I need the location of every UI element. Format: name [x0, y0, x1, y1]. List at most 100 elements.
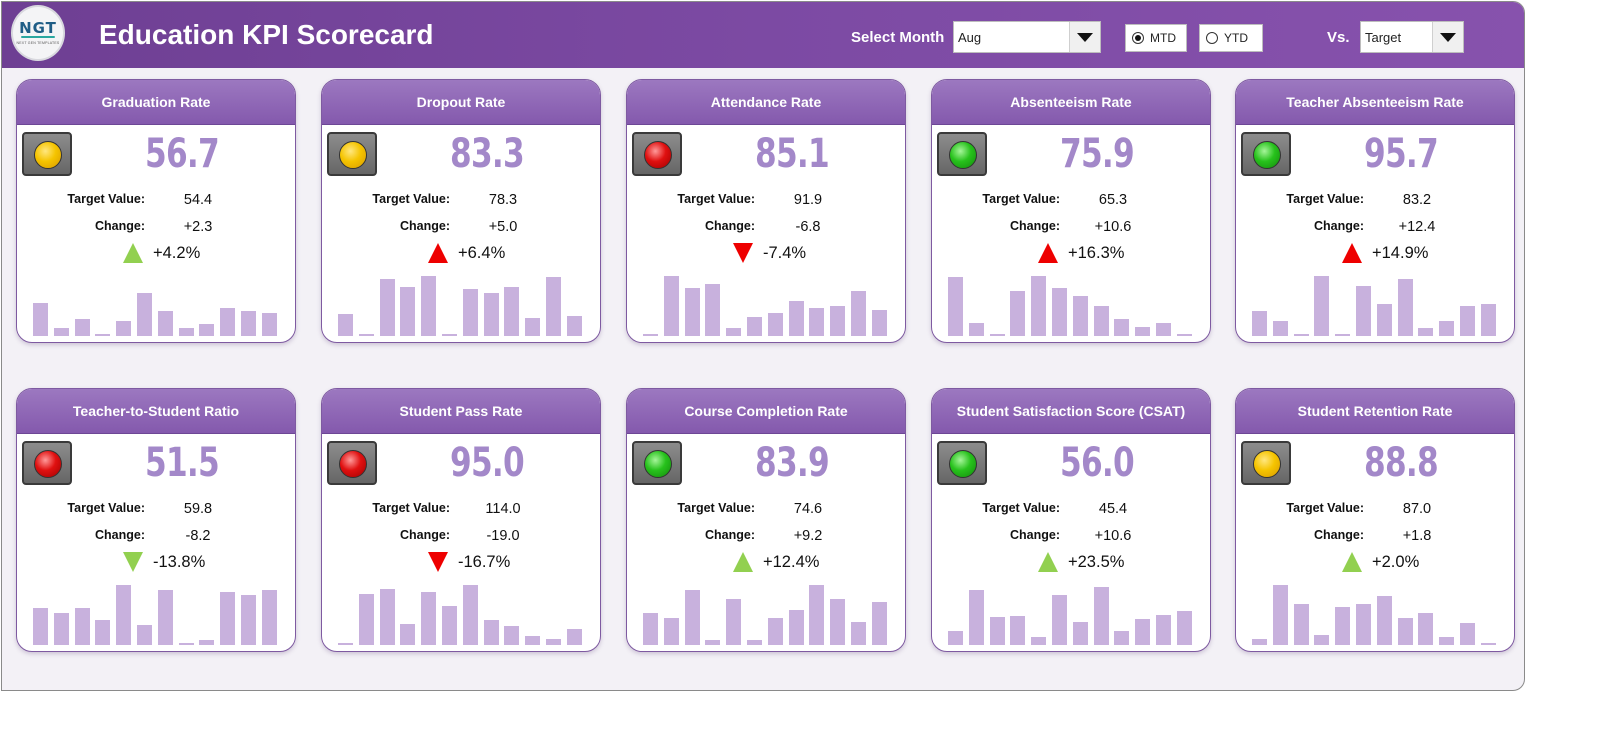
trend-arrow-icon — [428, 552, 448, 572]
sparkline-bar — [809, 308, 825, 336]
logo-swoosh-icon — [21, 36, 55, 38]
target-value: 54.4 — [183, 192, 213, 208]
kpi-card-title: Student Satisfaction Score (CSAT) — [932, 389, 1210, 434]
sparkline-bar — [241, 595, 256, 645]
trend-arrow-icon — [733, 243, 753, 263]
trend-arrow-icon — [123, 243, 143, 263]
sparkline-bar — [74, 319, 90, 336]
target-value-label: Target Value: — [372, 192, 450, 206]
ytd-radio-button[interactable] — [1206, 32, 1218, 44]
sparkline-bar — [400, 287, 416, 336]
sparkline-bar — [1356, 604, 1371, 645]
change-percent: -16.7% — [458, 553, 511, 571]
change-percent: +12.4% — [763, 553, 820, 571]
sparkline-chart — [33, 268, 281, 336]
kpi-value: 56.0 — [1060, 440, 1135, 486]
sparkline-bar — [566, 629, 582, 645]
sparkline-chart — [1252, 268, 1500, 336]
kpi-card: Course Completion Rate 83.9 Target Value: 7… — [626, 388, 906, 652]
trend-arrow-icon — [1342, 243, 1362, 263]
status-light-red — [644, 141, 672, 169]
sparkline-bar — [137, 625, 152, 645]
target-value: 78.3 — [488, 192, 518, 208]
target-value-label: Target Value: — [982, 192, 1060, 206]
change-label: Change: — [400, 219, 450, 233]
change-value: +1.8 — [1402, 528, 1432, 544]
sparkline-bar — [1093, 306, 1109, 336]
comparison-dropdown[interactable]: Target — [1360, 21, 1464, 53]
sparkline-bar — [726, 328, 742, 336]
mtd-radio-button[interactable] — [1132, 32, 1144, 44]
sparkline-bar — [220, 592, 236, 645]
sparkline-bar — [199, 640, 215, 645]
sparkline-bar — [95, 334, 111, 336]
change-label: Change: — [95, 219, 145, 233]
sparkline-bar — [1052, 595, 1067, 645]
sparkline-bar — [851, 622, 866, 645]
sparkline-bar — [358, 334, 374, 336]
select-month-label: Select Month — [851, 29, 945, 46]
status-light-red — [339, 450, 367, 478]
traffic-light-icon — [22, 132, 72, 176]
sparkline-bar — [1072, 622, 1088, 645]
sparkline-bar — [767, 313, 783, 336]
page-title: Education KPI Scorecard — [99, 19, 434, 50]
sparkline-bar — [1156, 323, 1171, 336]
target-value: 65.3 — [1098, 192, 1128, 208]
sparkline-bar — [1272, 585, 1288, 645]
sparkline-bar — [442, 606, 457, 645]
comparison-dropdown-value: Target — [1365, 30, 1402, 45]
sparkline-bar — [116, 585, 132, 645]
kpi-card: Dropout Rate 83.3 Target Value: 78.3 Change:… — [321, 79, 601, 343]
sparkline-bar — [400, 624, 416, 645]
chevron-down-icon[interactable] — [1432, 22, 1463, 52]
sparkline-bar — [178, 643, 194, 645]
sparkline-bar — [566, 316, 582, 336]
change-label: Change: — [95, 528, 145, 542]
traffic-light-icon — [22, 441, 72, 485]
ytd-radio-option[interactable]: YTD — [1199, 24, 1263, 52]
header-bar: NGT NEXT GEN TEMPLATES Education KPI Sco… — [2, 2, 1524, 68]
sparkline-bar — [462, 289, 478, 336]
sparkline-bar — [1031, 637, 1047, 645]
status-light-green — [644, 450, 672, 478]
sparkline-bar — [1010, 616, 1026, 645]
sparkline-bar — [1293, 334, 1309, 336]
sparkline-bar — [809, 585, 825, 645]
traffic-light-icon — [937, 441, 987, 485]
sparkline-bar — [1480, 304, 1496, 336]
sparkline-bar — [220, 308, 236, 336]
sparkline-bar — [1293, 604, 1309, 645]
sparkline-bar — [747, 317, 762, 336]
sparkline-bar — [1156, 615, 1171, 645]
trend-arrow-icon — [428, 243, 448, 263]
sparkline-bar — [53, 613, 69, 645]
sparkline-bar — [483, 293, 499, 336]
traffic-light-icon — [937, 132, 987, 176]
mtd-radio-option[interactable]: MTD — [1125, 24, 1187, 52]
target-value: 83.2 — [1402, 192, 1432, 208]
sparkline-bar — [1272, 321, 1288, 336]
change-value: +5.0 — [488, 219, 518, 235]
month-dropdown[interactable]: Aug — [953, 21, 1101, 53]
sparkline-bar — [643, 613, 658, 645]
sparkline-bar — [261, 590, 277, 645]
sparkline-chart — [33, 577, 281, 645]
logo-text: NGT — [19, 19, 57, 37]
kpi-card: Student Satisfaction Score (CSAT) 56.0 Tar… — [931, 388, 1211, 652]
status-light-green — [949, 450, 977, 478]
traffic-light-icon — [632, 132, 682, 176]
sparkline-bar — [1114, 319, 1130, 336]
change-percent: -13.8% — [153, 553, 206, 571]
kpi-value: 85.1 — [755, 131, 830, 177]
sparkline-bar — [504, 287, 520, 336]
vs-label: Vs. — [1327, 29, 1350, 46]
kpi-card: Absenteeism Rate 75.9 Target Value: 65.3 Cha… — [931, 79, 1211, 343]
sparkline-bar — [1252, 639, 1267, 645]
status-light-yellow — [1253, 450, 1281, 478]
sparkline-bar — [705, 640, 721, 645]
status-light-red — [34, 450, 62, 478]
chevron-down-icon[interactable] — [1069, 22, 1100, 52]
sparkline-bar — [788, 610, 804, 645]
sparkline-chart — [338, 268, 586, 336]
